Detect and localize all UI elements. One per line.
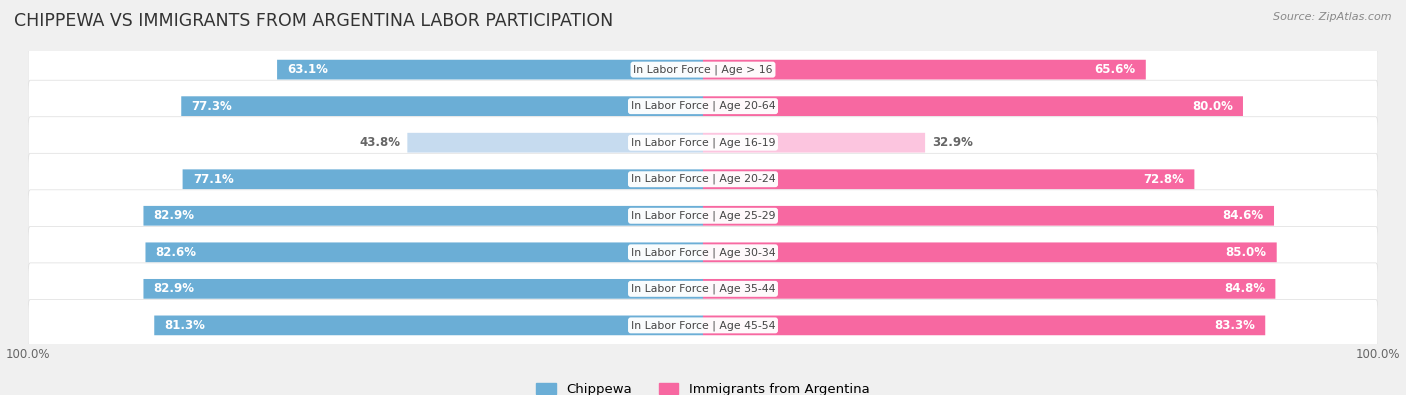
Text: CHIPPEWA VS IMMIGRANTS FROM ARGENTINA LABOR PARTICIPATION: CHIPPEWA VS IMMIGRANTS FROM ARGENTINA LA… bbox=[14, 12, 613, 30]
FancyBboxPatch shape bbox=[30, 118, 1376, 170]
Text: 32.9%: 32.9% bbox=[932, 136, 973, 149]
FancyBboxPatch shape bbox=[181, 96, 703, 116]
FancyBboxPatch shape bbox=[703, 243, 1277, 262]
FancyBboxPatch shape bbox=[28, 190, 1378, 242]
FancyBboxPatch shape bbox=[30, 154, 1376, 206]
FancyBboxPatch shape bbox=[30, 81, 1376, 133]
FancyBboxPatch shape bbox=[703, 60, 1146, 79]
FancyBboxPatch shape bbox=[28, 44, 1378, 96]
FancyBboxPatch shape bbox=[145, 243, 703, 262]
Text: In Labor Force | Age 35-44: In Labor Force | Age 35-44 bbox=[631, 284, 775, 294]
Text: In Labor Force | Age 20-64: In Labor Force | Age 20-64 bbox=[631, 101, 775, 111]
FancyBboxPatch shape bbox=[30, 228, 1376, 279]
Text: In Labor Force | Age 25-29: In Labor Force | Age 25-29 bbox=[631, 211, 775, 221]
FancyBboxPatch shape bbox=[28, 263, 1378, 315]
Text: 82.9%: 82.9% bbox=[153, 282, 194, 295]
FancyBboxPatch shape bbox=[703, 133, 925, 152]
Text: 72.8%: 72.8% bbox=[1143, 173, 1184, 186]
Text: In Labor Force | Age 16-19: In Labor Force | Age 16-19 bbox=[631, 137, 775, 148]
Text: 84.8%: 84.8% bbox=[1225, 282, 1265, 295]
Text: 82.9%: 82.9% bbox=[153, 209, 194, 222]
FancyBboxPatch shape bbox=[143, 206, 703, 226]
FancyBboxPatch shape bbox=[183, 169, 703, 189]
Legend: Chippewa, Immigrants from Argentina: Chippewa, Immigrants from Argentina bbox=[531, 377, 875, 395]
Text: In Labor Force | Age 30-34: In Labor Force | Age 30-34 bbox=[631, 247, 775, 258]
Text: 80.0%: 80.0% bbox=[1192, 100, 1233, 113]
FancyBboxPatch shape bbox=[30, 264, 1376, 316]
FancyBboxPatch shape bbox=[703, 279, 1275, 299]
FancyBboxPatch shape bbox=[277, 60, 703, 79]
Text: In Labor Force | Age 45-54: In Labor Force | Age 45-54 bbox=[631, 320, 775, 331]
Text: 65.6%: 65.6% bbox=[1094, 63, 1136, 76]
Text: 82.6%: 82.6% bbox=[156, 246, 197, 259]
FancyBboxPatch shape bbox=[30, 191, 1376, 243]
Text: In Labor Force | Age > 16: In Labor Force | Age > 16 bbox=[633, 64, 773, 75]
FancyBboxPatch shape bbox=[703, 316, 1265, 335]
FancyBboxPatch shape bbox=[703, 96, 1243, 116]
Text: In Labor Force | Age 20-24: In Labor Force | Age 20-24 bbox=[631, 174, 775, 184]
FancyBboxPatch shape bbox=[408, 133, 703, 152]
Text: 83.3%: 83.3% bbox=[1215, 319, 1256, 332]
FancyBboxPatch shape bbox=[28, 226, 1378, 278]
Text: 63.1%: 63.1% bbox=[287, 63, 328, 76]
FancyBboxPatch shape bbox=[28, 153, 1378, 205]
FancyBboxPatch shape bbox=[28, 80, 1378, 132]
Text: 81.3%: 81.3% bbox=[165, 319, 205, 332]
Text: 77.1%: 77.1% bbox=[193, 173, 233, 186]
Text: Source: ZipAtlas.com: Source: ZipAtlas.com bbox=[1274, 12, 1392, 22]
FancyBboxPatch shape bbox=[703, 206, 1274, 226]
FancyBboxPatch shape bbox=[28, 299, 1378, 351]
Text: 43.8%: 43.8% bbox=[360, 136, 401, 149]
Text: 85.0%: 85.0% bbox=[1226, 246, 1267, 259]
FancyBboxPatch shape bbox=[155, 316, 703, 335]
Text: 77.3%: 77.3% bbox=[191, 100, 232, 113]
FancyBboxPatch shape bbox=[703, 169, 1194, 189]
FancyBboxPatch shape bbox=[28, 117, 1378, 169]
FancyBboxPatch shape bbox=[30, 301, 1376, 352]
Text: 84.6%: 84.6% bbox=[1223, 209, 1264, 222]
FancyBboxPatch shape bbox=[30, 45, 1376, 97]
FancyBboxPatch shape bbox=[143, 279, 703, 299]
